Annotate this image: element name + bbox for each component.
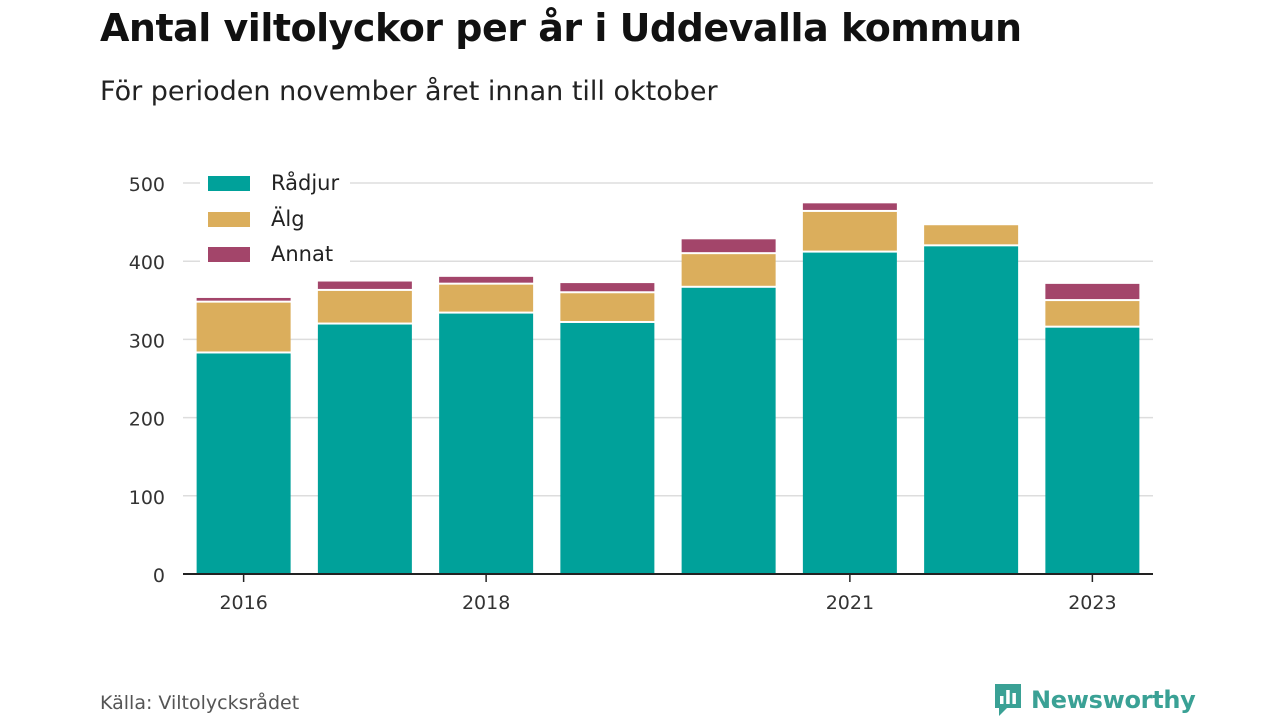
bar-2022-älg — [924, 225, 1019, 245]
bar-2022-rådjur — [924, 246, 1019, 575]
bar-2023-rådjur — [1045, 327, 1140, 574]
legend-label: Annat — [271, 242, 333, 266]
bar-2016-rådjur — [196, 353, 291, 574]
legend-swatch-rådjur — [208, 176, 250, 191]
bar-2016-älg — [196, 302, 291, 352]
x-tick-label: 2021 — [826, 592, 874, 614]
newsworthy-logo-icon — [995, 684, 1021, 716]
bar-2016-annat — [196, 297, 291, 301]
brand-name: Newsworthy — [1031, 686, 1196, 714]
y-tick-label: 0 — [153, 565, 165, 587]
x-tick-label: 2023 — [1068, 592, 1116, 614]
legend-label: Rådjur — [271, 170, 339, 195]
x-tick-label: 2018 — [462, 592, 510, 614]
bar-2019-rådjur — [560, 322, 655, 574]
bar-2019-annat — [560, 283, 655, 292]
bar-2019-älg — [560, 293, 655, 321]
y-tick-label: 400 — [129, 252, 165, 274]
bar-2018-älg — [439, 284, 534, 312]
y-tick-label: 200 — [129, 409, 165, 431]
bar-2017-annat — [317, 281, 412, 289]
bars — [196, 203, 1140, 575]
bar-2018-annat — [439, 276, 534, 283]
y-tick-label: 100 — [129, 487, 165, 509]
newsworthy-logo: Newsworthy — [993, 682, 1196, 718]
bar-2020-rådjur — [681, 287, 776, 574]
bar-2021-älg — [802, 211, 897, 251]
x-tick-label: 2016 — [219, 592, 267, 614]
legend-swatch-älg — [208, 212, 250, 227]
chart-subtitle: För perioden november året innan till ok… — [100, 76, 718, 107]
bar-2017-rådjur — [317, 324, 412, 574]
bar-2017-älg — [317, 290, 412, 323]
y-tick-label: 500 — [129, 174, 165, 196]
source-note: Källa: Viltolycksrådet — [100, 692, 300, 714]
legend-swatch-annat — [208, 247, 250, 262]
x-axis-ticks: 2016 2018 2021 2023 — [183, 573, 1153, 614]
y-axis-ticks: 0 100 200 300 400 500 — [129, 174, 165, 587]
bar-2020-älg — [681, 254, 776, 286]
bar-2023-älg — [1045, 301, 1140, 326]
y-tick-label: 300 — [129, 330, 165, 352]
bar-2021-rådjur — [802, 252, 897, 574]
bar-2018-rådjur — [439, 313, 534, 574]
chart-title: Antal viltolyckor per år i Uddevalla kom… — [100, 6, 1022, 50]
bar-2023-annat — [1045, 283, 1140, 300]
bar-2021-annat — [802, 203, 897, 210]
legend: Rådjur Älg Annat — [200, 165, 350, 275]
legend-label: Älg — [271, 206, 305, 231]
bar-2020-annat — [681, 239, 776, 253]
